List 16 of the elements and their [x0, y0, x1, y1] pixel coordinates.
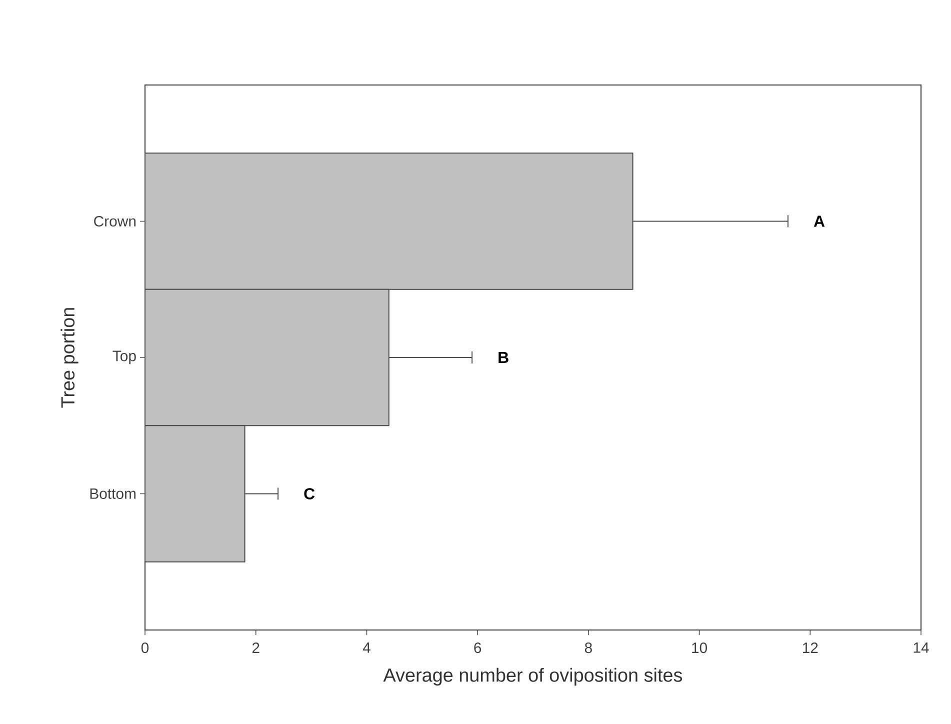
y-tick-label: Top — [112, 350, 136, 364]
annotation: A — [814, 216, 825, 227]
x-tick-label: 12 — [802, 642, 818, 653]
x-tick-label: 2 — [252, 642, 260, 653]
x-tick-label: 8 — [584, 642, 592, 654]
y-axis-title: Tree portion — [60, 308, 78, 408]
annotation: B — [498, 352, 508, 363]
x-tick-label: 6 — [474, 642, 482, 654]
x-tick-label: 10 — [692, 642, 708, 654]
x-axis-title: Average number of oviposition sites — [383, 668, 682, 686]
y-tick-label: Crown — [94, 216, 136, 227]
x-tick-label: 0 — [141, 642, 149, 654]
x-tick-label: 4 — [362, 642, 370, 653]
y-tick-label: Bottom — [90, 488, 136, 499]
x-tick-label: 14 — [914, 642, 929, 653]
annotation: C — [304, 488, 315, 500]
